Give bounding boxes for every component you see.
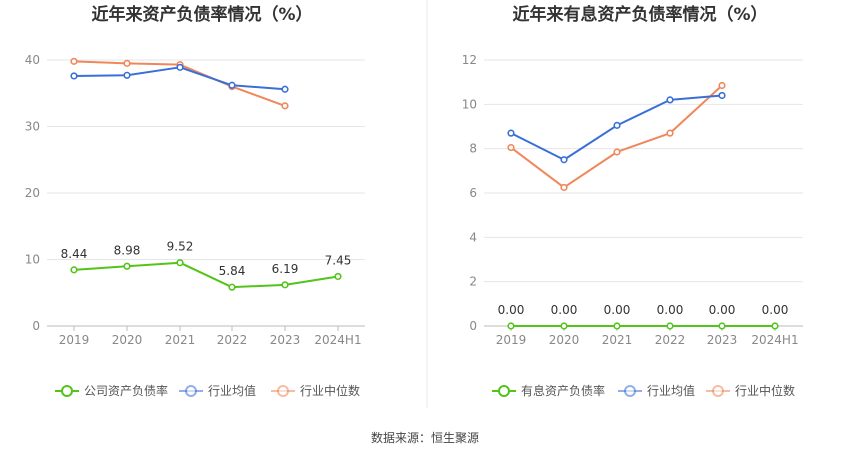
data-point	[613, 121, 621, 129]
data-label: 0.00	[551, 303, 578, 317]
legend-marker-icon	[498, 385, 510, 397]
chart-title: 近年来有息资产负债率情况（%）	[512, 4, 767, 25]
data-point	[718, 91, 726, 100]
data-point	[718, 81, 726, 90]
data-label: 0.00	[762, 303, 789, 317]
y-tick-label: 6	[469, 186, 477, 200]
data-label: 0.00	[498, 303, 525, 317]
x-tick-label: 2023	[270, 333, 301, 347]
data-point	[228, 81, 236, 89]
data-point	[507, 129, 515, 137]
data-point	[123, 59, 131, 67]
data-point	[281, 102, 289, 110]
y-tick-label: 10	[25, 253, 40, 267]
data-point	[613, 322, 621, 330]
data-point	[123, 262, 131, 270]
data-point	[560, 183, 568, 192]
data-point	[176, 63, 184, 71]
legend-label: 行业均值	[647, 383, 695, 398]
data-point	[507, 143, 515, 152]
data-point	[507, 322, 515, 330]
data-label: 7.45	[325, 253, 352, 267]
series-line	[73, 261, 339, 289]
data-point	[281, 281, 289, 289]
legend-label: 行业中位数	[735, 383, 795, 398]
y-tick-label: 30	[25, 120, 40, 134]
data-label: 0.00	[604, 303, 631, 317]
x-tick-label: 2021	[602, 333, 633, 347]
data-point	[281, 85, 289, 93]
data-point	[70, 57, 78, 65]
data-label: 5.84	[219, 264, 246, 278]
x-tick-label: 2023	[707, 333, 738, 347]
chart-title: 近年来资产负债率情况（%）	[91, 4, 312, 25]
data-point	[666, 322, 674, 330]
x-tick-label: 2020	[112, 333, 143, 347]
y-tick-label: 8	[469, 142, 477, 156]
x-tick-label: 2022	[217, 333, 248, 347]
legend-marker-icon	[277, 385, 289, 397]
data-label: 8.98	[114, 243, 141, 257]
x-tick-label: 2021	[165, 333, 196, 347]
data-label: 0.00	[709, 303, 736, 317]
data-point	[666, 129, 674, 137]
data-point	[123, 71, 131, 79]
data-point	[560, 322, 568, 330]
chart-panel-interest-debt-ratio: 近年来有息资产负债率情况（%） 0 2 4 6 8 10 12 2019 2020 2021 2022…	[462, 4, 803, 398]
x-tick-label: 2019	[59, 333, 90, 347]
data-point	[334, 272, 342, 281]
data-point	[613, 148, 621, 156]
chart-panel-debt-ratio: 近年来资产负债率情况（%） 0 10 20 30 40 2019 2020 2021 2022 20…	[25, 4, 365, 398]
y-tick-label: 4	[469, 230, 477, 244]
data-point	[718, 322, 726, 330]
y-tick-label: 20	[25, 186, 40, 200]
legend-label: 公司资产负债率	[84, 383, 168, 398]
legend-label: 行业均值	[208, 383, 256, 398]
y-tick-label: 0	[32, 319, 40, 333]
data-label: 9.52	[167, 240, 194, 254]
y-tick-label: 0	[469, 319, 477, 333]
data-point	[70, 266, 78, 274]
legend-marker-icon	[61, 385, 73, 397]
series-line	[510, 84, 723, 189]
y-tick-label: 2	[469, 275, 477, 289]
data-label: 8.44	[61, 247, 88, 261]
legend-marker-icon	[624, 385, 636, 397]
y-tick-label: 40	[25, 53, 40, 67]
x-tick-label: 2022	[655, 333, 686, 347]
x-tick-label: 2024H1	[314, 333, 361, 347]
data-point	[70, 72, 78, 80]
data-point	[560, 156, 568, 164]
data-point	[228, 283, 236, 291]
x-tick-label: 2020	[549, 333, 580, 347]
data-point	[666, 96, 674, 104]
legend-marker-icon	[185, 385, 197, 397]
x-tick-label: 2024H1	[751, 333, 798, 347]
y-tick-label: 10	[462, 97, 477, 111]
x-tick-label: 2019	[496, 333, 527, 347]
legend-label: 行业中位数	[300, 383, 360, 398]
data-label: 6.19	[272, 262, 299, 276]
source-note: 数据来源：恒生聚源	[371, 430, 479, 445]
data-point	[771, 322, 779, 330]
data-label: 0.00	[657, 303, 684, 317]
data-point	[176, 259, 184, 267]
legend-label: 有息资产负债率	[521, 383, 605, 398]
legend-marker-icon	[712, 385, 724, 397]
y-tick-label: 12	[462, 53, 477, 67]
